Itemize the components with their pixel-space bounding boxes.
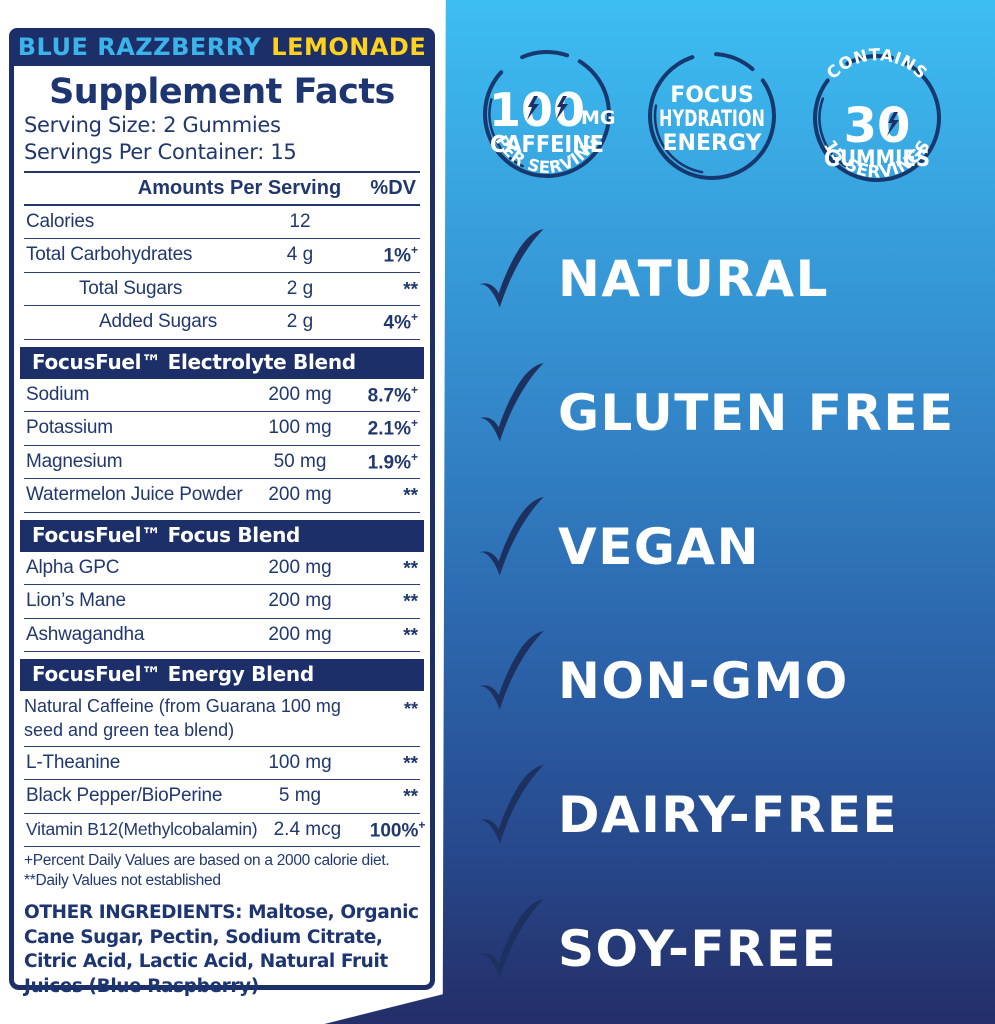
- check-icon: [477, 363, 544, 442]
- fact-row-black-pepper-bioperine: Black Pepper/BioPerine 5 mg **: [24, 780, 420, 814]
- focus-hydration-energy-badge: FOCUS HYDRATION ENERGY: [648, 52, 776, 180]
- claim-soy-free: SOY-FREE: [470, 882, 955, 1016]
- fact-row-calories: Calories 12: [24, 206, 420, 240]
- badge-gummies-count: 30: [844, 98, 911, 154]
- flavor-name-lemonade: LEMONADE: [271, 33, 427, 61]
- gummies-count-badge: CONTAINS 30 GUMMIES 15 SERVINGS: [813, 45, 941, 183]
- claim-label: NATURAL: [558, 250, 829, 308]
- badge-gummies-top: CONTAINS: [823, 45, 931, 83]
- col-amounts-per-serving: Amounts Per Serving: [137, 176, 342, 199]
- section-electrolyte-blend: FocusFuel™ Electrolyte Blend: [20, 346, 424, 379]
- footnote-dv: +Percent Daily Values are based on a 200…: [24, 852, 390, 870]
- check-icon: [477, 497, 544, 576]
- check-icon: [477, 899, 544, 978]
- divider: [24, 170, 420, 173]
- fact-row-ashwagandha: Ashwagandha 200 mg **: [24, 619, 420, 653]
- badge-focus-line3: ENERGY: [663, 131, 763, 156]
- claims-list: NATURAL GLUTEN FREE VEGAN NON-GMO DAIRY-…: [470, 212, 955, 1016]
- fact-row-potassium: Potassium 100 mg 2.1%+: [24, 412, 420, 446]
- servings-per-container: Servings Per Container: 15: [24, 139, 297, 164]
- fact-row-total-carbohydrates: Total Carbohydrates 4 g 1%+: [24, 239, 420, 273]
- section-focus-blend: FocusFuel™ Focus Blend: [20, 519, 424, 552]
- badge-row: 100 MG CAFFEINE PER SERVING FOCUS HYDRAT…: [477, 44, 947, 202]
- claim-natural: NATURAL: [470, 212, 955, 346]
- table-header: Amounts Per Serving %DV: [24, 173, 420, 204]
- divider: [24, 203, 420, 206]
- badge-focus-line1: FOCUS: [670, 83, 754, 108]
- bolt-icon: [887, 112, 899, 136]
- fact-row-added-sugars: Added Sugars 2 g 4%+: [24, 306, 420, 340]
- claim-label: VEGAN: [558, 518, 760, 576]
- claim-vegan: VEGAN: [470, 480, 955, 614]
- footnote-not-established: **Daily Values not established: [24, 872, 221, 890]
- supplement-label-card: BLUE RAZZBERRY LEMONADE Supplement Facts…: [9, 28, 435, 997]
- check-icon: [477, 229, 544, 308]
- serving-size: Serving Size: 2 Gummies: [24, 113, 281, 138]
- footnotes: +Percent Daily Values are based on a 200…: [24, 851, 420, 891]
- fact-row-natural-caffeine: Natural Caffeine (from Guarana 100 mg see…: [24, 691, 420, 747]
- other-ingredients-lead: OTHER INGREDIENTS:: [24, 902, 243, 924]
- fact-row-magnesium: Magnesium 50 mg 1.9%+: [24, 446, 420, 480]
- fact-row-lions-mane: Lion’s Mane 200 mg **: [24, 585, 420, 619]
- badge-caffeine-label: CAFFEINE: [490, 132, 604, 158]
- caffeine-badge: 100 MG CAFFEINE PER SERVING: [483, 50, 616, 178]
- other-ingredients-text: Maltose, Organic Cane Sugar, Pectin, Sod…: [24, 902, 419, 997]
- fact-row-watermelon-juice-powder: Watermelon Juice Powder 200 mg **: [24, 479, 420, 513]
- claim-gluten-free: GLUTEN FREE: [470, 346, 955, 480]
- svg-text:CONTAINS: CONTAINS: [823, 45, 931, 83]
- flavor-banner: BLUE RAZZBERRY LEMONADE: [9, 28, 435, 66]
- check-icon: [477, 765, 544, 844]
- badge-gummies-label: GUMMIES: [824, 147, 930, 172]
- section-energy-blend: FocusFuel™ Energy Blend: [20, 659, 424, 692]
- claim-label: SOY-FREE: [558, 920, 838, 978]
- col-dv: %DV: [370, 176, 416, 199]
- fact-row-l-theanine: L-Theanine 100 mg **: [24, 747, 420, 781]
- fact-row-total-sugars: Total Sugars 2 g **: [24, 273, 420, 307]
- fact-row-vitamin-b12: Vitamin B12(Methylcobalamin) 2.4 mcg 100…: [24, 814, 425, 848]
- claim-label: GLUTEN FREE: [558, 384, 955, 442]
- fact-row-sodium: Sodium 200 mg 8.7%+: [24, 379, 420, 413]
- claim-dairy-free: DAIRY-FREE: [470, 748, 955, 882]
- claim-non-gmo: NON-GMO: [470, 614, 955, 748]
- flavor-name-blue-razzberry: BLUE RAZZBERRY: [17, 33, 262, 61]
- panel-title: Supplement Facts: [49, 72, 395, 112]
- check-icon: [477, 631, 544, 710]
- supplement-facts-panel: Supplement Facts Serving Size: 2 Gummies…: [9, 66, 435, 997]
- badge-focus-line2: HYDRATION: [659, 107, 765, 132]
- other-ingredients: OTHER INGREDIENTS: Maltose, Organic Cane…: [24, 901, 420, 999]
- badge-caffeine-amount: 100: [489, 83, 585, 137]
- bolt-icon: [527, 96, 568, 120]
- claim-label: DAIRY-FREE: [558, 786, 899, 844]
- badge-caffeine-unit: MG: [581, 107, 616, 129]
- fact-row-alpha-gpc: Alpha GPC 200 mg **: [24, 552, 420, 586]
- claim-label: NON-GMO: [558, 652, 849, 710]
